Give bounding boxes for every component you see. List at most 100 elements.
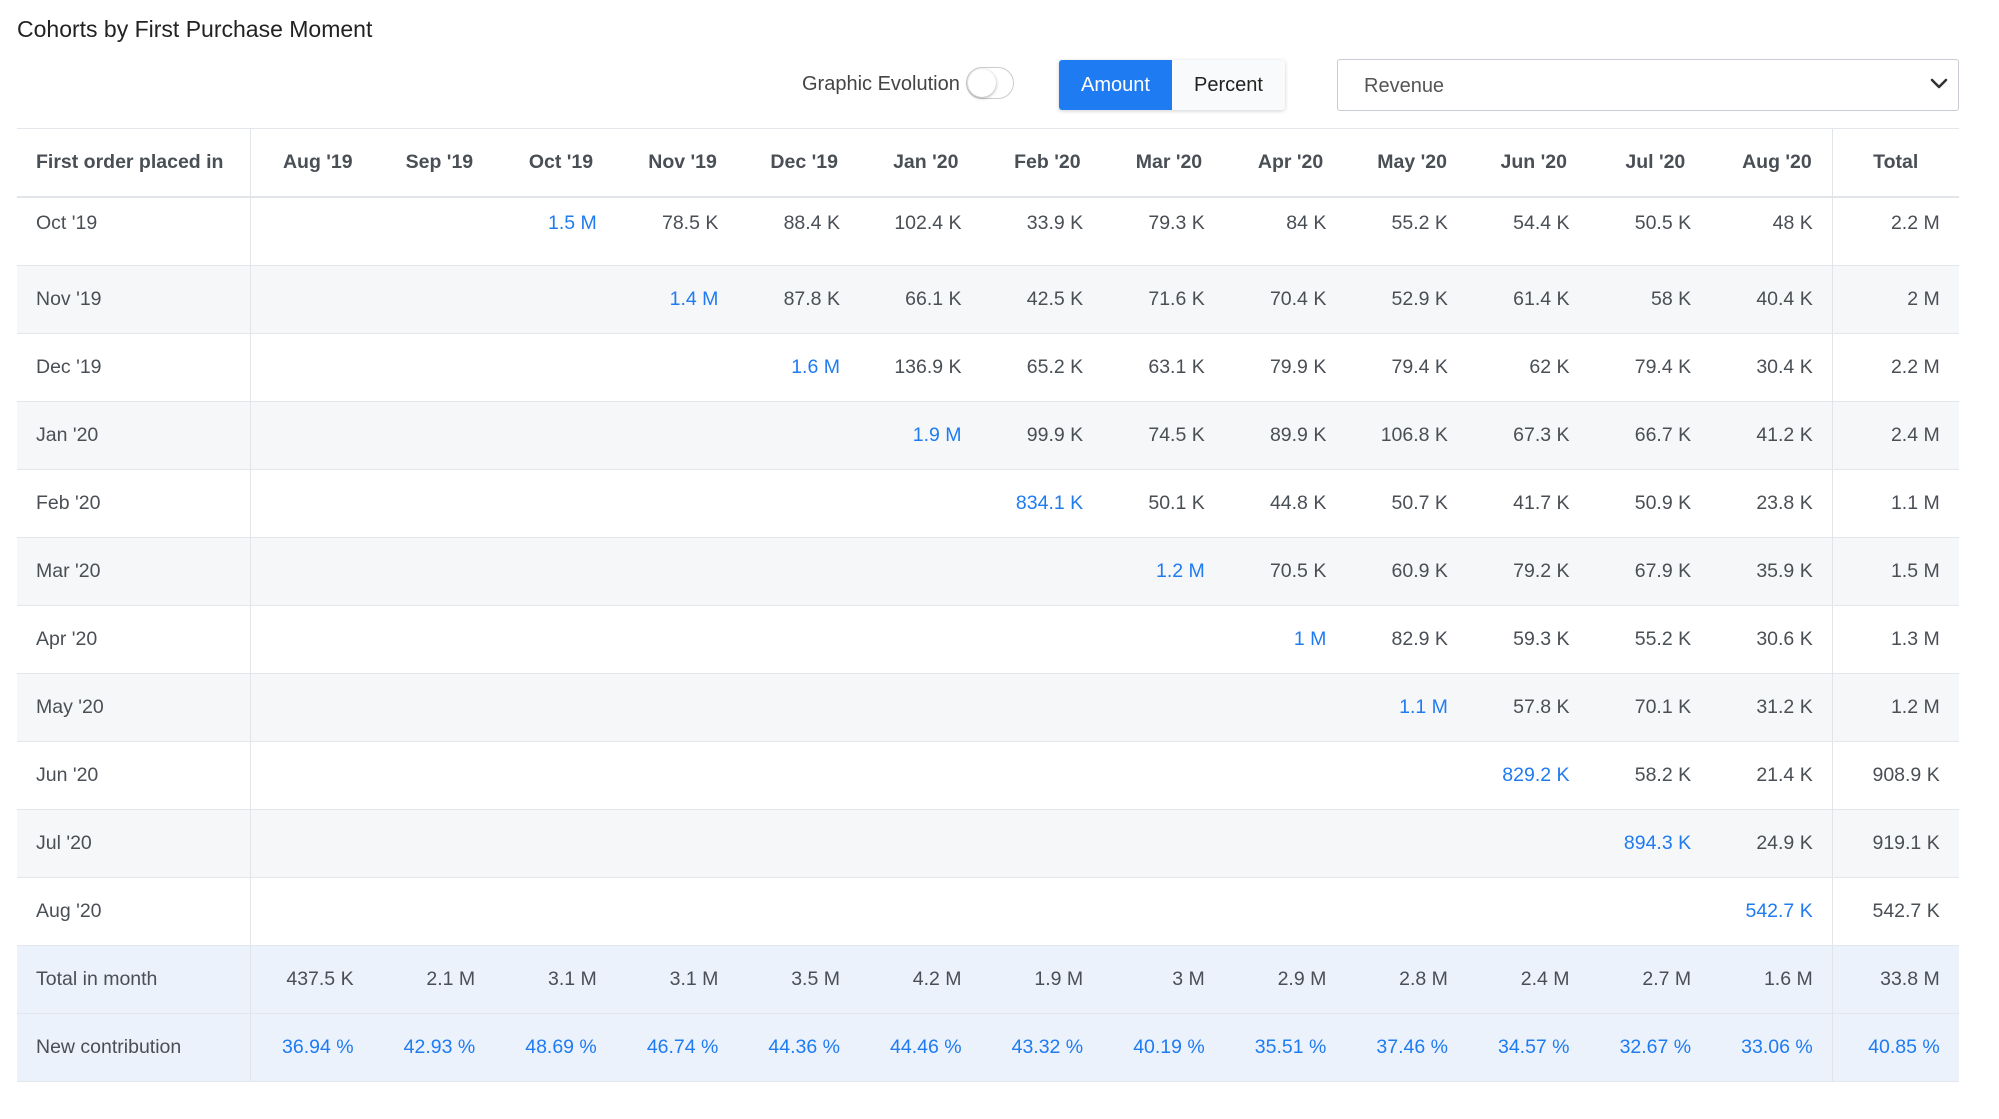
table-cell: 63.1 K <box>1148 356 1205 378</box>
table-cell <box>494 606 616 673</box>
table-cell <box>1224 878 1346 945</box>
table-cell: 79.9 K <box>1269 356 1327 378</box>
total-cell: 2.7 M <box>1642 968 1692 990</box>
row-label: Aug '20 <box>17 878 251 945</box>
contribution-cell: 36.94 % <box>282 1036 354 1058</box>
table-cell <box>494 538 616 605</box>
table-cell <box>1345 742 1467 809</box>
header-month[interactable]: Jul '20 <box>1625 151 1686 173</box>
header-month[interactable]: Jun '20 <box>1500 151 1567 173</box>
header-month[interactable]: Apr '20 <box>1257 151 1324 173</box>
table-cell <box>981 538 1103 605</box>
row-label: Mar '20 <box>17 538 251 605</box>
table-cell <box>373 810 495 877</box>
total-cell: 437.5 K <box>286 968 354 990</box>
table-cell <box>494 674 616 741</box>
table-cell <box>981 674 1103 741</box>
table-cell: 79.2 K <box>1513 560 1570 582</box>
contribution-cell: 43.32 % <box>1011 1036 1084 1058</box>
table-cell: 50.7 K <box>1391 492 1448 514</box>
total-cell: 2.9 M <box>1277 968 1327 990</box>
table-cell <box>1467 810 1589 877</box>
table-cell <box>1224 674 1346 741</box>
row-label: Jul '20 <box>17 810 251 877</box>
table-cell: 79.4 K <box>1634 356 1692 378</box>
table-cell: 67.9 K <box>1634 560 1692 582</box>
total-cell: 1.6 M <box>1763 968 1813 990</box>
table-cell <box>251 606 373 673</box>
table-cell: 50.9 K <box>1634 492 1692 514</box>
header-month[interactable]: May '20 <box>1377 151 1447 173</box>
table-cell: 54.4 K <box>1513 212 1570 234</box>
table-cell: 1.5 M <box>548 212 597 234</box>
row-total: 2.2 M <box>1831 334 1959 401</box>
row-total: 908.9 K <box>1831 742 1959 809</box>
total-in-month-row: Total in month 437.5 K 2.1 M 3.1 M 3.1 M 3.5 … <box>17 946 1959 1014</box>
table-cell <box>1102 810 1224 877</box>
table-row: Aug '20 542.7 K 542.7 K <box>17 878 1959 946</box>
table-cell <box>859 742 981 809</box>
contribution-cell: 40.19 % <box>1133 1036 1205 1058</box>
table-cell: 542.7 K <box>1745 900 1813 922</box>
table-cell <box>981 878 1103 945</box>
header-total[interactable]: Total <box>1831 129 1959 196</box>
chevron-down-icon <box>1930 78 1948 89</box>
header-month[interactable]: Aug '20 <box>1742 151 1812 173</box>
row-label: Nov '19 <box>17 266 251 333</box>
table-cell <box>251 674 373 741</box>
table-cell <box>859 538 981 605</box>
header-month[interactable]: Feb '20 <box>1014 151 1081 173</box>
metric-select[interactable]: Revenue <box>1337 59 1959 111</box>
contribution-row-label: New contribution <box>17 1014 251 1081</box>
table-cell: 42.5 K <box>1026 288 1084 310</box>
header-month[interactable]: Oct '19 <box>528 151 594 173</box>
table-cell <box>373 470 495 537</box>
table-cell <box>981 810 1103 877</box>
header-month[interactable]: Jan '20 <box>893 151 959 173</box>
table-cell <box>373 334 495 401</box>
table-cell <box>494 470 616 537</box>
table-cell <box>1102 742 1224 809</box>
table-cell: 41.7 K <box>1513 492 1570 514</box>
header-month[interactable]: Dec '19 <box>770 151 838 173</box>
table-cell: 33.9 K <box>1026 212 1084 234</box>
table-cell <box>251 470 373 537</box>
table-row: Nov '19 1.4 M 87.8 K 66.1 K 42.5 K 71.6 K 70.4… <box>17 266 1959 334</box>
toggle-knob <box>968 69 996 97</box>
table-cell: 74.5 K <box>1148 424 1205 446</box>
header-month[interactable]: Sep '19 <box>405 151 474 173</box>
table-cell: 62 K <box>1529 356 1570 378</box>
row-total: 2 M <box>1831 266 1959 333</box>
table-row: Dec '19 1.6 M 136.9 K 65.2 K 63.1 K 79.9 K 79.… <box>17 334 1959 402</box>
table-cell: 894.3 K <box>1623 832 1692 854</box>
table-cell: 70.1 K <box>1634 696 1692 718</box>
header-month[interactable]: Aug '19 <box>282 151 353 173</box>
table-row: Jul '20 894.3 K 24.9 K 919.1 K <box>17 810 1959 878</box>
table-cell: 88.4 K <box>783 212 840 234</box>
metric-select-value: Revenue <box>1364 75 1445 97</box>
row-total: 2.4 M <box>1831 402 1959 469</box>
table-cell: 82.9 K <box>1391 628 1448 650</box>
table-cell <box>616 674 738 741</box>
toolbar: Graphic Evolution Amount Percent Revenue <box>0 57 1999 113</box>
graphic-evolution-toggle[interactable] <box>966 67 1014 99</box>
percent-button[interactable]: Percent <box>1172 60 1285 110</box>
table-cell <box>616 878 738 945</box>
total-cell: 2.8 M <box>1399 968 1448 990</box>
table-cell: 52.9 K <box>1391 288 1448 310</box>
table-cell <box>616 470 738 537</box>
table-cell <box>1224 742 1346 809</box>
table-cell: 67.3 K <box>1513 424 1570 446</box>
table-cell <box>373 878 495 945</box>
header-month[interactable]: Mar '20 <box>1135 151 1203 173</box>
table-cell <box>1589 878 1711 945</box>
table-cell: 61.4 K <box>1513 288 1570 310</box>
table-cell: 70.4 K <box>1269 288 1327 310</box>
amount-button[interactable]: Amount <box>1059 60 1172 110</box>
table-cell <box>616 606 738 673</box>
table-cell <box>251 198 373 265</box>
header-month[interactable]: Nov '19 <box>648 151 717 173</box>
table-cell <box>859 606 981 673</box>
table-cell: 66.1 K <box>905 288 962 310</box>
header-first-order[interactable]: First order placed in <box>17 129 251 196</box>
